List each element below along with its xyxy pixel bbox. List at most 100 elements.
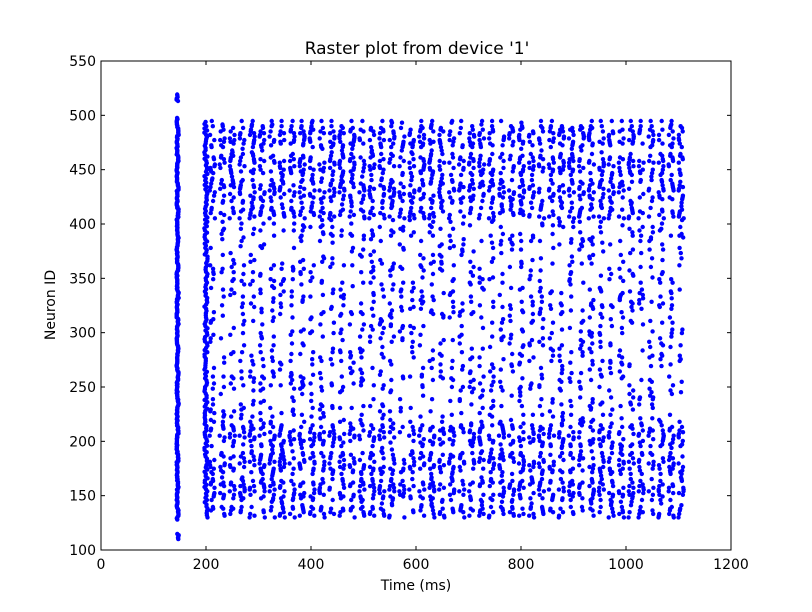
- spike-marker: [670, 320, 675, 325]
- spike-marker: [238, 244, 243, 249]
- spike-marker: [626, 489, 631, 494]
- spike-marker: [527, 513, 532, 518]
- spike-marker: [239, 278, 244, 284]
- spike-marker: [589, 151, 595, 157]
- spike-marker: [340, 337, 345, 343]
- spike-marker: [371, 186, 377, 191]
- spike-marker: [260, 374, 265, 379]
- spike-marker: [310, 423, 315, 428]
- spike-marker: [500, 450, 505, 456]
- spike-marker: [240, 330, 246, 336]
- spike-marker: [631, 395, 636, 400]
- spike-marker: [358, 470, 364, 475]
- spike-marker: [479, 503, 485, 508]
- spike-marker: [419, 118, 424, 124]
- spike-marker: [456, 162, 462, 167]
- spike-marker: [398, 264, 403, 270]
- spike-marker: [577, 430, 582, 435]
- y-tick-label: 300: [69, 326, 96, 342]
- spike-marker: [328, 231, 334, 237]
- spike-marker: [239, 350, 245, 355]
- spike-marker: [261, 421, 266, 426]
- spike-marker: [337, 158, 343, 164]
- spike-marker: [372, 162, 377, 167]
- spike-marker: [490, 466, 496, 471]
- spike-marker: [371, 299, 376, 304]
- spike-marker: [427, 212, 432, 218]
- spike-marker: [250, 144, 256, 150]
- spike-marker: [521, 421, 526, 426]
- spike-marker: [241, 263, 247, 268]
- spike-marker: [437, 158, 442, 164]
- spike-marker: [259, 306, 264, 311]
- spike-marker: [421, 437, 426, 442]
- spike-marker: [252, 513, 257, 518]
- spike-marker: [268, 438, 273, 444]
- spike-marker: [407, 214, 412, 219]
- spike-marker: [668, 344, 673, 350]
- spike-marker: [437, 510, 443, 515]
- spike-marker: [301, 438, 306, 444]
- spike-marker: [627, 362, 632, 367]
- spike-marker: [329, 150, 334, 155]
- spike-marker: [607, 490, 612, 496]
- spike-marker: [370, 327, 375, 332]
- spike-marker: [649, 497, 655, 503]
- spike-marker: [657, 336, 663, 341]
- spike-marker: [279, 423, 284, 428]
- spike-marker: [390, 264, 395, 270]
- spike-marker: [431, 214, 437, 219]
- spike-marker: [519, 177, 525, 183]
- spike-marker: [590, 397, 595, 402]
- spike-marker: [287, 158, 293, 164]
- spike-marker: [500, 470, 505, 475]
- spike-marker: [238, 226, 244, 231]
- spike-marker: [389, 447, 395, 452]
- spike-marker: [489, 259, 495, 264]
- spike-marker: [628, 318, 633, 324]
- spike-marker: [209, 181, 214, 186]
- spike-marker: [670, 327, 675, 332]
- spike-marker: [450, 226, 456, 231]
- spike-marker: [620, 290, 625, 296]
- spike-marker: [227, 431, 233, 437]
- spike-marker: [438, 374, 443, 379]
- spike-marker: [599, 303, 605, 308]
- spike-marker: [221, 483, 227, 489]
- spike-marker: [651, 459, 656, 464]
- spike-marker: [537, 403, 543, 409]
- spike-marker: [511, 190, 517, 195]
- spike-marker: [528, 151, 533, 157]
- spike-marker: [437, 437, 442, 442]
- spike-marker: [651, 485, 656, 490]
- spike-marker: [580, 237, 585, 242]
- spike-marker: [607, 195, 613, 200]
- spike-marker: [271, 221, 277, 226]
- spike-marker: [238, 131, 243, 136]
- spike-marker: [491, 214, 496, 219]
- spike-marker: [650, 416, 655, 421]
- spike-marker: [587, 483, 592, 489]
- spike-marker: [580, 416, 585, 421]
- spike-marker: [251, 362, 256, 367]
- spike-marker: [618, 499, 624, 504]
- spike-marker: [620, 315, 626, 320]
- spike-marker: [257, 461, 262, 466]
- spike-marker: [310, 471, 315, 477]
- spike-marker: [238, 183, 243, 188]
- spike-marker: [349, 198, 354, 204]
- spike-marker: [600, 358, 605, 364]
- spike-marker: [369, 306, 375, 311]
- spike-marker: [370, 476, 375, 482]
- spike-marker: [548, 442, 553, 447]
- spike-marker: [671, 136, 676, 141]
- spike-marker: [232, 487, 237, 492]
- spike-marker: [231, 386, 237, 391]
- spike-marker: [362, 214, 367, 219]
- spike-marker: [252, 489, 257, 494]
- spike-marker: [311, 454, 316, 459]
- spike-marker: [329, 124, 334, 129]
- spike-marker: [212, 162, 218, 167]
- spike-marker: [269, 198, 274, 204]
- spike-marker: [617, 165, 622, 171]
